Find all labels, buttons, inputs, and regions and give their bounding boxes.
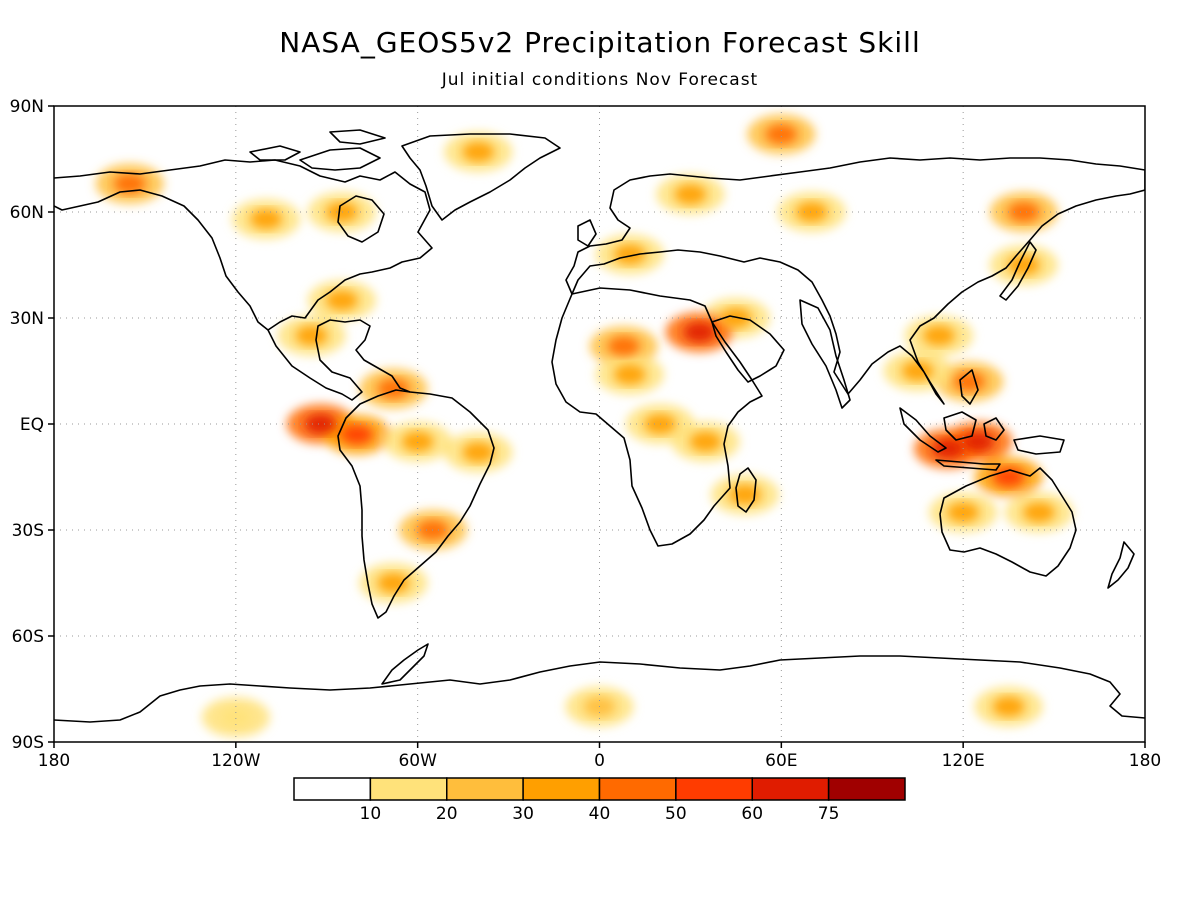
colorbar-swatch: [751, 777, 830, 801]
coast-africa: [551, 287, 763, 547]
coast-south-america: [337, 389, 495, 619]
map-title: NASA_GEOS5v2 Precipitation Forecast Skil…: [279, 26, 921, 59]
coast-british-isles: [577, 219, 597, 247]
colorbar-label: 10: [360, 804, 382, 824]
skill-point-3: [1022, 502, 1055, 523]
coast-madagascar: [735, 467, 757, 513]
skill-point-26: [295, 325, 328, 346]
lon-tick-label: 120E: [942, 751, 985, 771]
lon-tick-label: 60W: [398, 751, 437, 771]
lat-tick-label: 60N: [10, 203, 44, 223]
colorbar-label: 75: [818, 804, 840, 824]
skill-point-33: [377, 573, 410, 593]
skill-point-16: [607, 336, 640, 357]
coast-arctic-islands: [249, 129, 386, 171]
lon-tick-label: 0: [594, 751, 605, 771]
lon-tick-label: 180: [38, 751, 70, 771]
colorbar-swatch: [369, 777, 448, 801]
skill-point-15: [683, 322, 716, 343]
skill-point-17: [613, 364, 646, 385]
skill-point-10: [795, 202, 828, 222]
lat-tick-label: 30S: [12, 521, 44, 541]
lon-tick-label: 180: [1129, 751, 1161, 771]
skill-point-0: [962, 431, 995, 452]
colorbar: 10 20 30 40 50 60 75: [293, 777, 906, 824]
skill-point-9: [1007, 202, 1040, 222]
skill-point-29: [341, 424, 374, 445]
coast-hudson-bay: [337, 195, 385, 243]
colorbar-swatch: [522, 777, 601, 801]
lat-tick-label: 30N: [10, 309, 44, 329]
skill-point-5: [953, 371, 986, 392]
colorbar-label: 60: [741, 804, 763, 824]
lat-tick-label: 60S: [12, 627, 44, 647]
skill-point-28: [304, 414, 337, 434]
skill-point-34: [992, 696, 1025, 717]
graticule: [54, 106, 1145, 742]
skill-point-36: [219, 707, 252, 728]
colorbar-label: 20: [436, 804, 458, 824]
colorbar-label: 40: [589, 804, 611, 824]
colorbar-swatch: [293, 777, 372, 801]
coast-arabia: [711, 315, 785, 383]
skill-point-13: [765, 124, 798, 145]
skill-point-31: [462, 442, 495, 463]
colorbar-swatch: [598, 777, 677, 801]
skill-point-24: [462, 141, 495, 162]
skill-point-4: [947, 502, 980, 523]
lat-tick-label: EQ: [20, 415, 44, 435]
colorbar-swatch: [675, 777, 753, 801]
colorbar-swatch: [446, 777, 524, 801]
skill-point-8: [1007, 255, 1040, 275]
coast-japan: [999, 241, 1037, 301]
coast-eurasia: [565, 157, 1145, 405]
map-subtitle: Jul initial conditions Nov Forecast: [441, 70, 759, 90]
skill-field: [95, 114, 1073, 738]
lat-tick-label: 90N: [10, 97, 44, 117]
skill-point-14: [719, 308, 752, 328]
skill-point-19: [689, 431, 722, 452]
skill-point-25: [325, 290, 358, 311]
lat-tick-label: 90S: [12, 733, 44, 753]
coast-indonesia: [899, 369, 1065, 471]
coast-antarctica: [54, 655, 1145, 723]
colorbar-label: 30: [512, 804, 534, 824]
skill-point-7: [922, 325, 955, 346]
skill-point-27: [377, 378, 410, 399]
skill-point-30: [401, 431, 434, 452]
skill-point-21: [113, 173, 146, 194]
coast-australia: [939, 467, 1077, 577]
coast-new-zealand: [1107, 541, 1135, 589]
lon-tick-label: 120W: [211, 751, 260, 771]
lon-tick-label: 60E: [765, 751, 797, 771]
colorbar-swatch: [827, 777, 906, 801]
skill-point-11: [674, 184, 707, 205]
colorbar-label: 50: [665, 804, 687, 824]
skill-point-22: [250, 209, 283, 230]
skill-point-12: [613, 244, 646, 265]
coast-mexico: [267, 319, 411, 401]
skill-point-20: [728, 484, 761, 505]
skill-point-23: [325, 202, 358, 222]
coast-antarctic-peninsula: [381, 643, 429, 685]
coast-india: [799, 299, 851, 409]
coastlines: [54, 129, 1145, 723]
coast-greenland: [401, 133, 561, 221]
